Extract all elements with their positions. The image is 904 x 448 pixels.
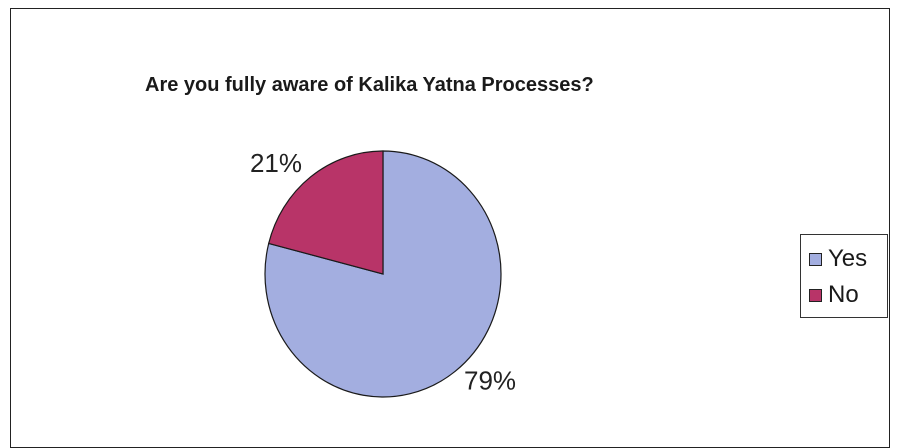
legend-label-yes: Yes	[828, 245, 868, 272]
legend-swatch-no	[809, 288, 822, 302]
chart-legend: Yes No	[800, 234, 888, 318]
chart-title: Are you fully aware of Kalika Yatna Proc…	[145, 74, 594, 96]
data-label-no: 21%	[250, 148, 302, 178]
legend-item-yes: Yes	[809, 241, 887, 277]
legend-item-no: No	[809, 277, 887, 313]
legend-label-no: No	[828, 281, 859, 308]
pie-labels: 79% 21%	[250, 148, 516, 396]
data-label-yes: 79%	[464, 366, 516, 396]
pie-slice-no	[267, 150, 384, 275]
pie-slices	[264, 150, 502, 398]
pie-chart: 79% 21%	[250, 148, 516, 398]
legend-swatch-yes	[809, 252, 822, 266]
